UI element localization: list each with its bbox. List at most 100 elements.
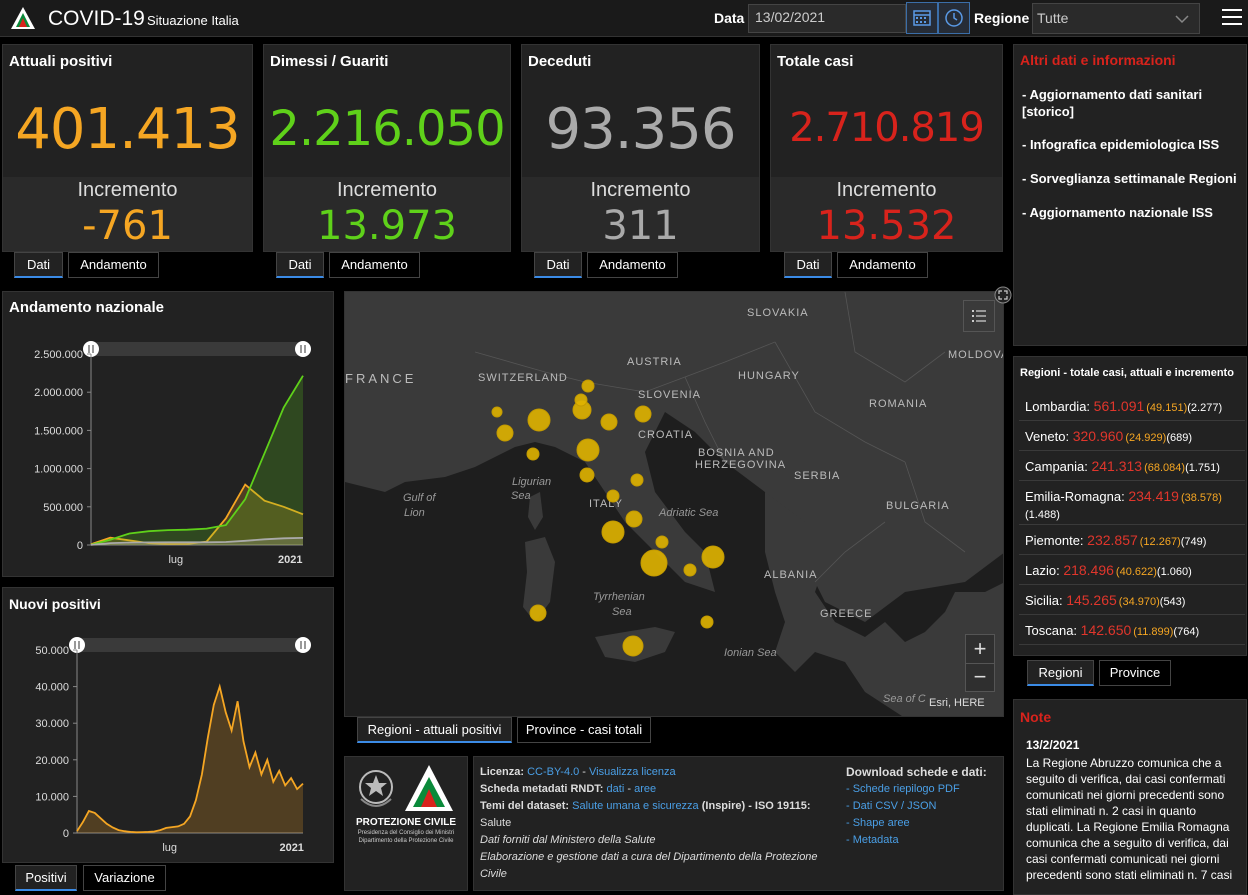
region-marker[interactable] — [630, 473, 644, 487]
region-row[interactable]: Veneto: 320.960 (24.929)(689) — [1019, 421, 1245, 451]
download-schede-pdf-link[interactable]: - Schede riepilogo PDF — [846, 783, 960, 795]
temi-link[interactable]: Salute umana e sicurezza — [572, 800, 699, 812]
range-slider-track[interactable] — [91, 342, 303, 356]
download-metadata-link[interactable]: - Metadata — [846, 834, 899, 846]
region-total: 218.496 — [1063, 562, 1114, 578]
range-slider-right-handle[interactable] — [295, 637, 311, 653]
region-marker[interactable] — [601, 520, 625, 544]
map-attribution[interactable]: Esri, HERE — [925, 696, 989, 710]
region-marker[interactable] — [576, 438, 600, 462]
range-slider-left-handle[interactable] — [69, 637, 85, 653]
region-marker[interactable] — [527, 408, 551, 432]
region-marker[interactable] — [622, 635, 644, 657]
tab-dati[interactable]: Dati — [14, 252, 63, 278]
tab-andamento[interactable]: Andamento — [587, 252, 678, 278]
tab-positivi[interactable]: Positivi — [15, 865, 77, 891]
zoom-controls: + − — [965, 634, 995, 692]
tab-regioni-attuali-positivi[interactable]: Regioni - attuali positivi — [357, 717, 512, 743]
view-license-link[interactable]: Visualizza licenza — [589, 766, 676, 778]
region-marker[interactable] — [700, 615, 714, 629]
andamento-chart[interactable]: 0 500.000 1.000.000 1.500.000 2.000.000 2.500… — [3, 332, 333, 577]
region-marker[interactable] — [606, 489, 620, 503]
map-label: CROATIA — [638, 429, 693, 441]
region-marker[interactable] — [579, 467, 595, 483]
region-row[interactable]: Toscana: 142.650 (11.899)(764) — [1019, 615, 1245, 645]
region-marker[interactable] — [491, 406, 503, 418]
range-slider-left-handle[interactable] — [83, 341, 99, 357]
region-total: 241.313 — [1091, 458, 1143, 474]
region-attuali: (49.151) — [1146, 402, 1188, 414]
date-input[interactable]: 13/02/2021 — [748, 4, 906, 33]
map-canvas[interactable]: SLOVAKIA MOLDOVA AUSTRIA HUNGARY FRANCE SWITZ… — [345, 292, 1004, 717]
map-label: SLOVENIA — [638, 389, 701, 401]
region-marker[interactable] — [625, 510, 643, 528]
tab-province-casi-totali[interactable]: Province - casi totali — [517, 717, 651, 743]
range-slider-track[interactable] — [77, 638, 303, 652]
region-marker[interactable] — [496, 424, 514, 442]
link-infografica[interactable]: - Infografica epidemiologica ISS — [1022, 137, 1220, 152]
region-marker[interactable] — [581, 379, 595, 393]
hamburger-menu-icon[interactable] — [1222, 9, 1242, 27]
zoom-out-button[interactable]: − — [973, 664, 987, 689]
scheda-aree-link[interactable]: aree — [634, 783, 657, 795]
region-marker[interactable] — [655, 535, 669, 549]
scheda-dati-link[interactable]: dati — [606, 783, 625, 795]
x-tick-label: lug — [168, 554, 183, 566]
region-row[interactable]: Lazio: 218.496 (40.622)(1.060) — [1019, 555, 1245, 585]
map-label: Sea — [511, 490, 531, 502]
region-name: Emilia-Romagna: — [1025, 489, 1129, 504]
map-legend-button[interactable] — [963, 300, 995, 332]
link-aggiornamento-iss[interactable]: - Aggiornamento nazionale ISS — [1022, 205, 1213, 220]
card-title: Dimessi / Guariti — [270, 53, 389, 70]
region-select[interactable]: Tutte — [1032, 3, 1200, 34]
region-row[interactable]: Emilia-Romagna: 234.419 (38.578) (1.488) — [1019, 481, 1245, 525]
series-line[interactable] — [90, 537, 304, 546]
tab-province[interactable]: Province — [1099, 660, 1171, 686]
map-label: Gulf of — [403, 492, 436, 504]
region-marker[interactable] — [600, 413, 618, 431]
tab-variazione[interactable]: Variazione — [83, 865, 166, 891]
region-attuali: (34.970) — [1118, 596, 1160, 608]
region-row[interactable]: Lombardia: 561.091 (49.151)(2.277) — [1019, 391, 1245, 421]
region-increment: (543) — [1159, 596, 1186, 608]
app-title: COVID-19 — [48, 7, 145, 30]
tab-dati[interactable]: Dati — [534, 252, 582, 278]
nuovi-positivi-chart[interactable]: 0 10.000 20.000 30.000 40.000 50.000 lug 2021 — [3, 628, 333, 863]
zoom-in-button[interactable]: + — [966, 635, 994, 664]
chart-title: Andamento nazionale — [9, 299, 165, 316]
x-tick-label: 2021 — [278, 554, 302, 566]
expand-icon[interactable] — [994, 286, 1012, 304]
calendar-button[interactable] — [906, 2, 938, 34]
map-panel[interactable]: SLOVAKIA MOLDOVA AUSTRIA HUNGARY FRANCE SWITZ… — [344, 291, 1004, 717]
region-row[interactable]: Sicilia: 145.265 (34.970)(543) — [1019, 585, 1245, 615]
license-link[interactable]: CC-BY-4.0 — [527, 766, 580, 778]
map-label: Sea of Cr — [883, 693, 931, 705]
region-row[interactable]: Piemonte: 232.857 (12.267)(749) — [1019, 525, 1245, 555]
download-shape-link[interactable]: - Shape aree — [846, 817, 910, 829]
tab-andamento[interactable]: Andamento — [837, 252, 928, 278]
link-sorveglianza[interactable]: - Sorveglianza settimanale Regioni — [1022, 171, 1237, 186]
tab-andamento[interactable]: Andamento — [329, 252, 420, 278]
region-row[interactable]: Campania: 241.313 (68.084)(1.751) — [1019, 451, 1245, 481]
region-marker[interactable] — [683, 563, 697, 577]
series-line[interactable] — [76, 683, 304, 834]
region-attuali: (40.622) — [1115, 566, 1157, 578]
download-csv-json-link[interactable]: - Dati CSV / JSON — [846, 800, 937, 812]
region-marker[interactable] — [701, 545, 725, 569]
series-line[interactable] — [90, 375, 304, 546]
link-aggiornamento-storico[interactable]: - Aggiornamento dati sanitari [storico] — [1022, 87, 1203, 119]
tab-andamento[interactable]: Andamento — [68, 252, 159, 278]
region-marker[interactable] — [634, 405, 652, 423]
tab-regioni[interactable]: Regioni — [1027, 660, 1094, 686]
region-marker[interactable] — [529, 604, 547, 622]
tab-dati[interactable]: Dati — [276, 252, 324, 278]
region-marker[interactable] — [574, 393, 588, 407]
regions-panel-title: Regioni - totale casi, attuali e increme… — [1020, 367, 1234, 379]
series-area — [91, 484, 303, 545]
range-slider-right-handle[interactable] — [295, 341, 311, 357]
tab-dati[interactable]: Dati — [784, 252, 832, 278]
region-marker[interactable] — [526, 447, 540, 461]
map-label: HERZEGOVINA — [695, 459, 786, 471]
time-button[interactable] — [938, 2, 970, 34]
region-marker[interactable] — [640, 549, 668, 577]
